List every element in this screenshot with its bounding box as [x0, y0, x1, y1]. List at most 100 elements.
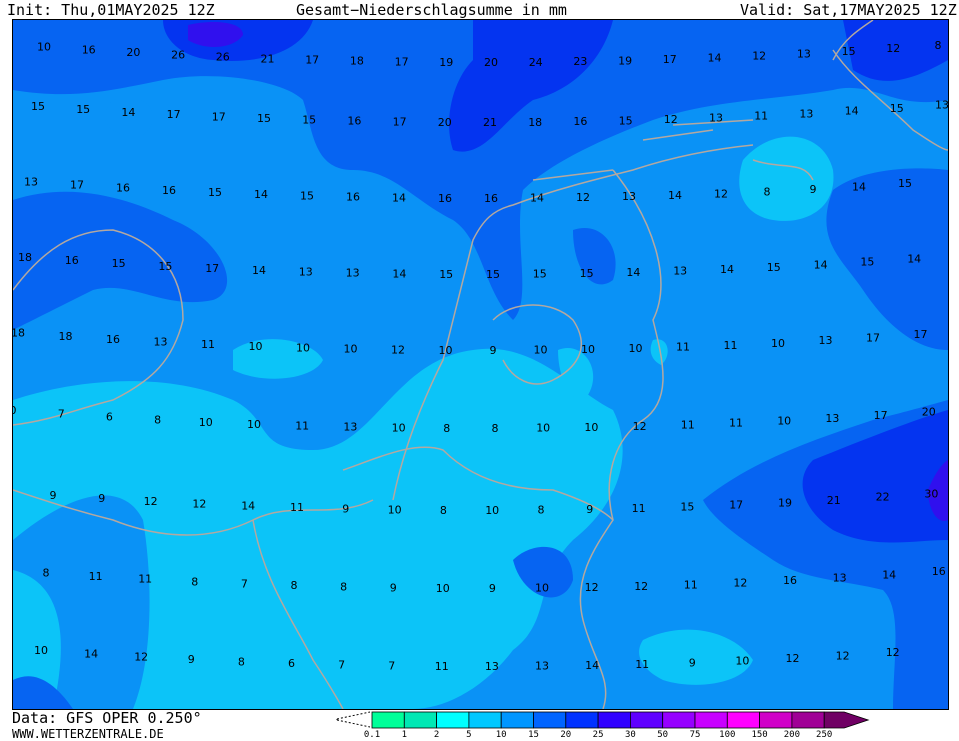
value-label: 6: [288, 657, 295, 670]
value-label: 11: [729, 417, 743, 430]
value-label: 11: [684, 578, 698, 591]
value-label: 9: [188, 653, 195, 666]
value-label: 15: [486, 268, 500, 281]
value-label: 17: [305, 54, 319, 67]
value-label: 15: [680, 500, 694, 513]
value-label: 17: [393, 115, 407, 128]
precipitation-map: 10 16 20 26 26 21 17 18 17 19 20 24 23 19 17 14 12 13 15 12…: [12, 19, 949, 710]
value-label: 13: [825, 412, 839, 425]
field-5-10: [13, 20, 948, 709]
value-label: 12: [134, 651, 148, 664]
precipitation-field: 10 16 20 26 26 21 17 18 17 19 20 24 23 19 17 14 12 13 15 12…: [13, 20, 948, 709]
value-label: 15: [300, 190, 314, 203]
value-label: 20: [438, 116, 452, 129]
value-label: 12: [144, 495, 158, 508]
value-label: 23: [573, 55, 587, 68]
value-label: 18: [528, 116, 542, 129]
value-label: 13: [24, 175, 38, 188]
value-label: 11: [201, 338, 215, 351]
value-label: 9: [689, 656, 696, 669]
value-label: 16: [484, 192, 498, 205]
legend-tick-label: 2: [433, 730, 440, 740]
value-labels: 10 16 20 26 26 21 17 18 17 19 20 24 23 19 17 14 12 13 15 12…: [13, 39, 948, 673]
value-label: 15: [842, 45, 856, 58]
value-label: 13: [819, 334, 833, 347]
legend-color-box: [500, 711, 534, 729]
value-label: 14: [668, 189, 682, 202]
value-label: 15: [898, 177, 912, 190]
value-label: 17: [167, 108, 181, 121]
value-label: 16: [162, 184, 176, 197]
value-label: 12: [714, 187, 728, 200]
legend-tick-label: 100: [719, 730, 736, 740]
field-25-30: [188, 22, 948, 521]
value-label: 12: [886, 42, 900, 55]
value-label: 16: [346, 191, 360, 204]
value-label: 11: [676, 341, 690, 354]
value-label: 14: [907, 253, 921, 266]
value-label: 7: [241, 577, 248, 590]
value-label: 9: [586, 503, 593, 516]
value-label: 14: [814, 259, 828, 272]
value-label: 16: [438, 192, 452, 205]
legend-tick-label: 200: [783, 730, 801, 740]
value-label: 16: [573, 115, 587, 128]
value-label: 8: [538, 504, 545, 517]
value-label: 10: [735, 654, 749, 667]
value-label: 16: [932, 565, 946, 578]
value-label: 14: [845, 105, 859, 118]
value-label: 10: [535, 582, 549, 595]
value-label: 15: [158, 260, 172, 273]
value-label: 8: [764, 185, 771, 198]
legend-color-box: [759, 711, 793, 729]
value-label: 8: [191, 575, 198, 588]
value-label: 11: [290, 501, 304, 514]
value-label: 14: [252, 264, 266, 277]
value-label: 21: [827, 494, 841, 507]
value-label: 12: [585, 581, 599, 594]
legend-tick-label: 10: [495, 730, 507, 740]
value-label: 11: [632, 502, 646, 515]
value-label: 10: [249, 340, 263, 353]
value-label: 19: [618, 54, 632, 67]
value-label: 15: [890, 102, 904, 115]
legend-tick-label: 50: [657, 730, 669, 740]
legend-color-box: [726, 711, 760, 729]
value-label: 11: [295, 419, 309, 432]
value-label: 11: [635, 658, 649, 671]
value-label: 13: [833, 571, 847, 584]
value-label: 12: [836, 649, 850, 662]
value-label: 11: [754, 110, 768, 123]
value-label: 15: [619, 114, 633, 127]
value-label: 11: [724, 339, 738, 352]
legend-color-box: [371, 711, 405, 729]
value-label: 15: [580, 267, 594, 280]
value-label: 20: [922, 406, 936, 419]
value-label: 15: [112, 257, 126, 270]
map-title: Gesamt−Niederschlagsumme in mm: [296, 1, 567, 19]
legend-tick-label: 75: [689, 730, 701, 740]
value-label: 15: [302, 114, 316, 127]
value-label: 15: [257, 112, 271, 125]
legend-tick-label: 250: [816, 730, 833, 740]
value-label: 7: [388, 659, 395, 672]
value-label: 24: [529, 56, 543, 69]
value-label: 14: [121, 106, 135, 119]
value-label: 14: [392, 267, 406, 280]
value-label: 14: [530, 192, 544, 205]
value-label: 10: [296, 341, 310, 354]
value-label: 12: [733, 576, 747, 589]
value-label: 10: [392, 421, 406, 434]
value-label: 10: [436, 582, 450, 595]
legend-tick-label: 0.1: [363, 730, 381, 740]
value-label: 8: [443, 422, 450, 435]
value-label: 17: [914, 328, 928, 341]
value-label: 16: [116, 181, 130, 194]
legend-color-box: [662, 711, 696, 729]
value-label: 12: [634, 580, 648, 593]
value-label: 16: [106, 333, 120, 346]
value-label: 8: [291, 579, 298, 592]
value-label: 13: [299, 265, 313, 278]
value-label: 13: [622, 190, 636, 203]
value-label: 14: [720, 263, 734, 276]
